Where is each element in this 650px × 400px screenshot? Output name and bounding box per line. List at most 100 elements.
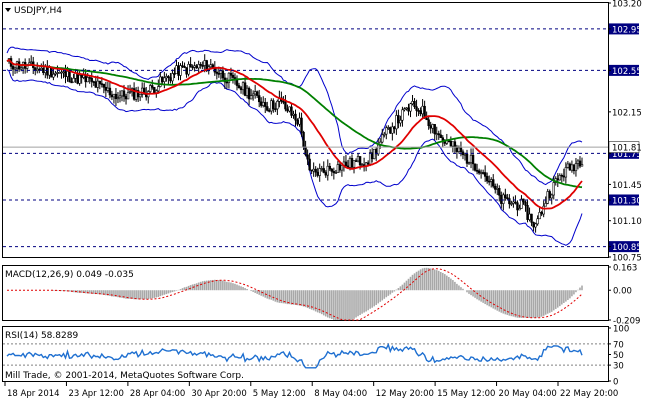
level-label: 102.55: [612, 67, 642, 77]
candle-body: [169, 77, 172, 82]
main-price-panel[interactable]: [2, 2, 609, 258]
macd-axis-label: -0.209: [613, 317, 640, 327]
candle-body: [389, 127, 392, 134]
candle-body: [282, 100, 285, 103]
level-price-tag: [609, 194, 639, 206]
candle-body: [492, 179, 495, 187]
candle-body: [399, 119, 402, 124]
candle-body: [530, 213, 533, 223]
candle-body: [288, 106, 291, 112]
candle-body: [566, 163, 570, 168]
candle-body: [80, 74, 83, 78]
candle-body: [78, 74, 81, 84]
time-axis-layer: 18 Apr 2014 23 Apr 12:00 28 Apr 04:00 30 Ap…: [4, 382, 618, 399]
candle-body: [463, 153, 467, 156]
candle-body: [344, 161, 348, 167]
candle-body: [225, 81, 229, 84]
candle-body: [457, 147, 461, 152]
candle-body: [328, 165, 332, 170]
candle-body: [272, 100, 275, 110]
candle-body: [413, 101, 416, 108]
candle-body: [104, 87, 108, 91]
candle-body: [570, 164, 574, 171]
candle-body: [316, 171, 319, 176]
macd-panel[interactable]: [2, 265, 609, 321]
candle-body: [86, 77, 89, 83]
candle-body: [260, 101, 263, 106]
candle-body: [88, 77, 91, 79]
candle-body: [562, 175, 566, 178]
candle-body: [383, 133, 386, 136]
candle-body: [441, 137, 444, 141]
candle-body: [453, 141, 457, 148]
rsi-axis-label: 70: [613, 340, 624, 350]
level-price-tag: [609, 147, 639, 159]
candle-body: [257, 95, 261, 103]
candle-body: [417, 110, 420, 112]
candle-body: [544, 203, 547, 207]
candle-body: [411, 101, 414, 105]
candle-body: [578, 160, 582, 167]
candle-body: [183, 66, 186, 69]
dropdown-triangle-icon[interactable]: [5, 8, 11, 12]
candle-body: [72, 77, 75, 83]
candle-body: [407, 107, 410, 112]
candle-body: [300, 117, 303, 133]
candle-body: [338, 164, 342, 171]
symbol-title[interactable]: USDJPY,H4: [5, 6, 62, 16]
candle-body: [128, 91, 132, 93]
candle-body: [191, 66, 194, 69]
candle-body: [401, 109, 404, 121]
candle-body: [487, 180, 491, 183]
candle-body: [340, 165, 344, 171]
candle-body: [473, 163, 477, 171]
moving-average-slow: [6, 58, 583, 189]
time-axis-label: 22 May 20:00: [560, 389, 618, 399]
candle-body: [475, 170, 479, 172]
candle-body: [114, 93, 118, 100]
moving-average-fast: [6, 58, 583, 210]
candle-body: [556, 178, 559, 181]
candle-body: [181, 65, 184, 67]
candle-body: [185, 67, 188, 75]
macd-axis-label: 0.00: [613, 287, 632, 297]
candle-body: [241, 82, 245, 91]
candle-body: [310, 169, 313, 172]
candle-body: [479, 172, 483, 174]
price-axis-label: 100.75: [612, 254, 642, 264]
candle-body: [138, 93, 142, 98]
candle-body: [439, 134, 442, 138]
candle-body: [322, 168, 325, 173]
candle-body: [471, 154, 475, 165]
candle-body: [534, 223, 537, 228]
candle-body: [48, 67, 51, 76]
candle-body: [251, 93, 255, 96]
level-price-tag: [609, 64, 639, 76]
candle-body: [201, 65, 204, 67]
candle-body: [94, 81, 97, 88]
candle-body: [203, 60, 206, 66]
candle-body: [255, 91, 259, 96]
candle-body: [243, 82, 247, 96]
candle-body: [173, 73, 176, 75]
time-axis-label: 18 Apr 2014: [7, 389, 60, 399]
candle-body: [221, 70, 225, 79]
level-label: 101.75: [612, 150, 642, 160]
candle-body: [496, 188, 499, 190]
candle-body: [106, 87, 110, 91]
candle-body: [189, 63, 192, 68]
candle-body: [415, 106, 418, 111]
price-axis-label: 101.10: [612, 217, 642, 227]
candle-body: [19, 67, 23, 70]
candle-body: [197, 64, 200, 69]
candle-body: [296, 119, 299, 125]
candle-body: [481, 172, 485, 174]
candle-body: [120, 90, 124, 97]
candle-body: [66, 71, 69, 77]
candle-body: [449, 140, 453, 147]
candle-body: [96, 80, 99, 88]
candle-body: [36, 68, 39, 72]
time-axis-label: 12 May 20:00: [376, 389, 434, 399]
candle-body: [427, 119, 430, 126]
